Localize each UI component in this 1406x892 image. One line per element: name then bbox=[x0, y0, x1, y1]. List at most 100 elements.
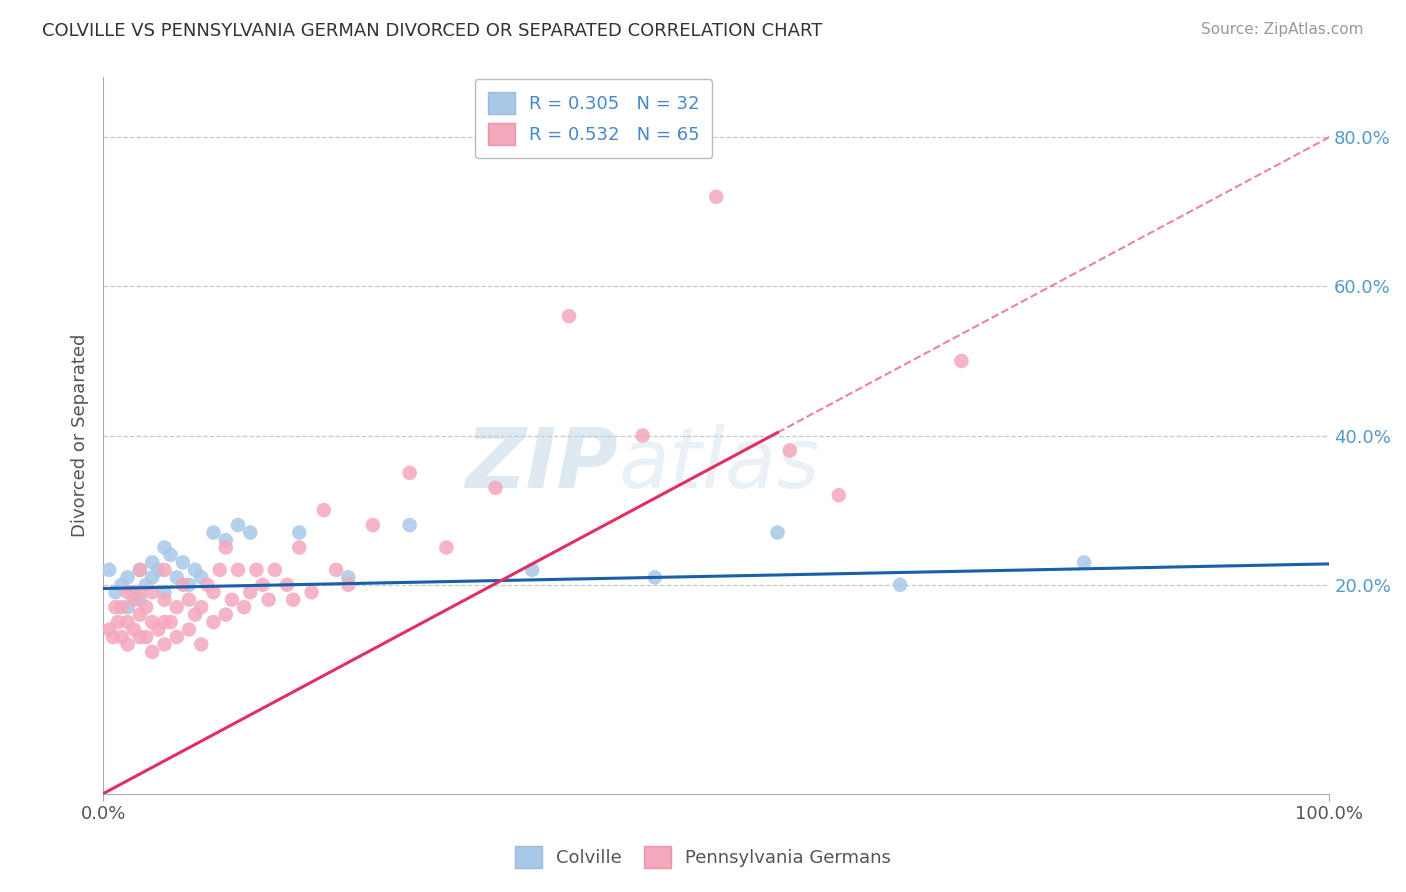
Point bbox=[172, 555, 194, 569]
Point bbox=[117, 637, 139, 651]
Point bbox=[283, 592, 305, 607]
Point bbox=[98, 623, 121, 637]
Point bbox=[779, 443, 801, 458]
Point bbox=[166, 630, 188, 644]
Text: COLVILLE VS PENNSYLVANIA GERMAN DIVORCED OR SEPARATED CORRELATION CHART: COLVILLE VS PENNSYLVANIA GERMAN DIVORCED… bbox=[42, 22, 823, 40]
Point bbox=[159, 548, 181, 562]
Point bbox=[153, 585, 176, 599]
Point bbox=[166, 570, 188, 584]
Point bbox=[184, 563, 207, 577]
Point bbox=[122, 585, 145, 599]
Point bbox=[153, 615, 176, 629]
Point bbox=[172, 578, 194, 592]
Point bbox=[233, 600, 256, 615]
Point bbox=[436, 541, 458, 555]
Point bbox=[104, 600, 127, 615]
Point bbox=[215, 533, 238, 547]
Point bbox=[195, 578, 218, 592]
Point bbox=[117, 615, 139, 629]
Point bbox=[98, 563, 121, 577]
Point bbox=[141, 645, 163, 659]
Point bbox=[325, 563, 347, 577]
Point bbox=[110, 630, 132, 644]
Point bbox=[202, 615, 225, 629]
Point bbox=[190, 637, 212, 651]
Point bbox=[153, 592, 176, 607]
Point bbox=[202, 585, 225, 599]
Point bbox=[226, 518, 249, 533]
Point bbox=[276, 578, 298, 592]
Point bbox=[644, 570, 666, 584]
Point bbox=[148, 563, 170, 577]
Point bbox=[110, 578, 132, 592]
Point bbox=[148, 623, 170, 637]
Point bbox=[522, 563, 544, 577]
Point bbox=[101, 630, 124, 644]
Point bbox=[245, 563, 267, 577]
Text: Source: ZipAtlas.com: Source: ZipAtlas.com bbox=[1201, 22, 1364, 37]
Y-axis label: Divorced or Separated: Divorced or Separated bbox=[72, 334, 89, 537]
Point bbox=[828, 488, 851, 502]
Point bbox=[239, 525, 262, 540]
Point bbox=[129, 563, 152, 577]
Point bbox=[177, 592, 200, 607]
Point bbox=[208, 563, 231, 577]
Legend: R = 0.305   N = 32, R = 0.532   N = 65: R = 0.305 N = 32, R = 0.532 N = 65 bbox=[475, 79, 713, 158]
Point bbox=[129, 585, 152, 599]
Point bbox=[263, 563, 285, 577]
Point bbox=[122, 623, 145, 637]
Point bbox=[301, 585, 323, 599]
Point bbox=[252, 578, 274, 592]
Point bbox=[190, 570, 212, 584]
Point bbox=[159, 615, 181, 629]
Point bbox=[337, 578, 360, 592]
Point bbox=[558, 309, 581, 323]
Point bbox=[361, 518, 384, 533]
Point bbox=[221, 592, 243, 607]
Point bbox=[312, 503, 335, 517]
Point bbox=[239, 585, 262, 599]
Point bbox=[190, 600, 212, 615]
Point bbox=[484, 481, 506, 495]
Point bbox=[104, 585, 127, 599]
Point bbox=[202, 525, 225, 540]
Point bbox=[215, 541, 238, 555]
Point bbox=[129, 607, 152, 622]
Point bbox=[889, 578, 911, 592]
Point bbox=[129, 630, 152, 644]
Point bbox=[153, 637, 176, 651]
Point bbox=[122, 592, 145, 607]
Point bbox=[141, 585, 163, 599]
Point bbox=[226, 563, 249, 577]
Point bbox=[337, 570, 360, 584]
Point bbox=[135, 600, 157, 615]
Point bbox=[704, 190, 727, 204]
Point bbox=[141, 555, 163, 569]
Point bbox=[950, 354, 973, 368]
Point bbox=[766, 525, 789, 540]
Point bbox=[153, 563, 176, 577]
Text: atlas: atlas bbox=[619, 424, 820, 505]
Point bbox=[398, 466, 420, 480]
Point bbox=[110, 600, 132, 615]
Legend: Colville, Pennsylvania Germans: Colville, Pennsylvania Germans bbox=[503, 835, 903, 879]
Point bbox=[166, 600, 188, 615]
Point bbox=[215, 607, 238, 622]
Point bbox=[184, 607, 207, 622]
Point bbox=[153, 541, 176, 555]
Point bbox=[288, 541, 311, 555]
Text: ZIP: ZIP bbox=[465, 424, 619, 505]
Point bbox=[141, 615, 163, 629]
Point bbox=[177, 578, 200, 592]
Point bbox=[129, 592, 152, 607]
Point bbox=[135, 578, 157, 592]
Point bbox=[398, 518, 420, 533]
Point bbox=[129, 563, 152, 577]
Point bbox=[257, 592, 280, 607]
Point bbox=[117, 570, 139, 584]
Point bbox=[1073, 555, 1095, 569]
Point bbox=[288, 525, 311, 540]
Point bbox=[135, 630, 157, 644]
Point bbox=[177, 623, 200, 637]
Point bbox=[141, 570, 163, 584]
